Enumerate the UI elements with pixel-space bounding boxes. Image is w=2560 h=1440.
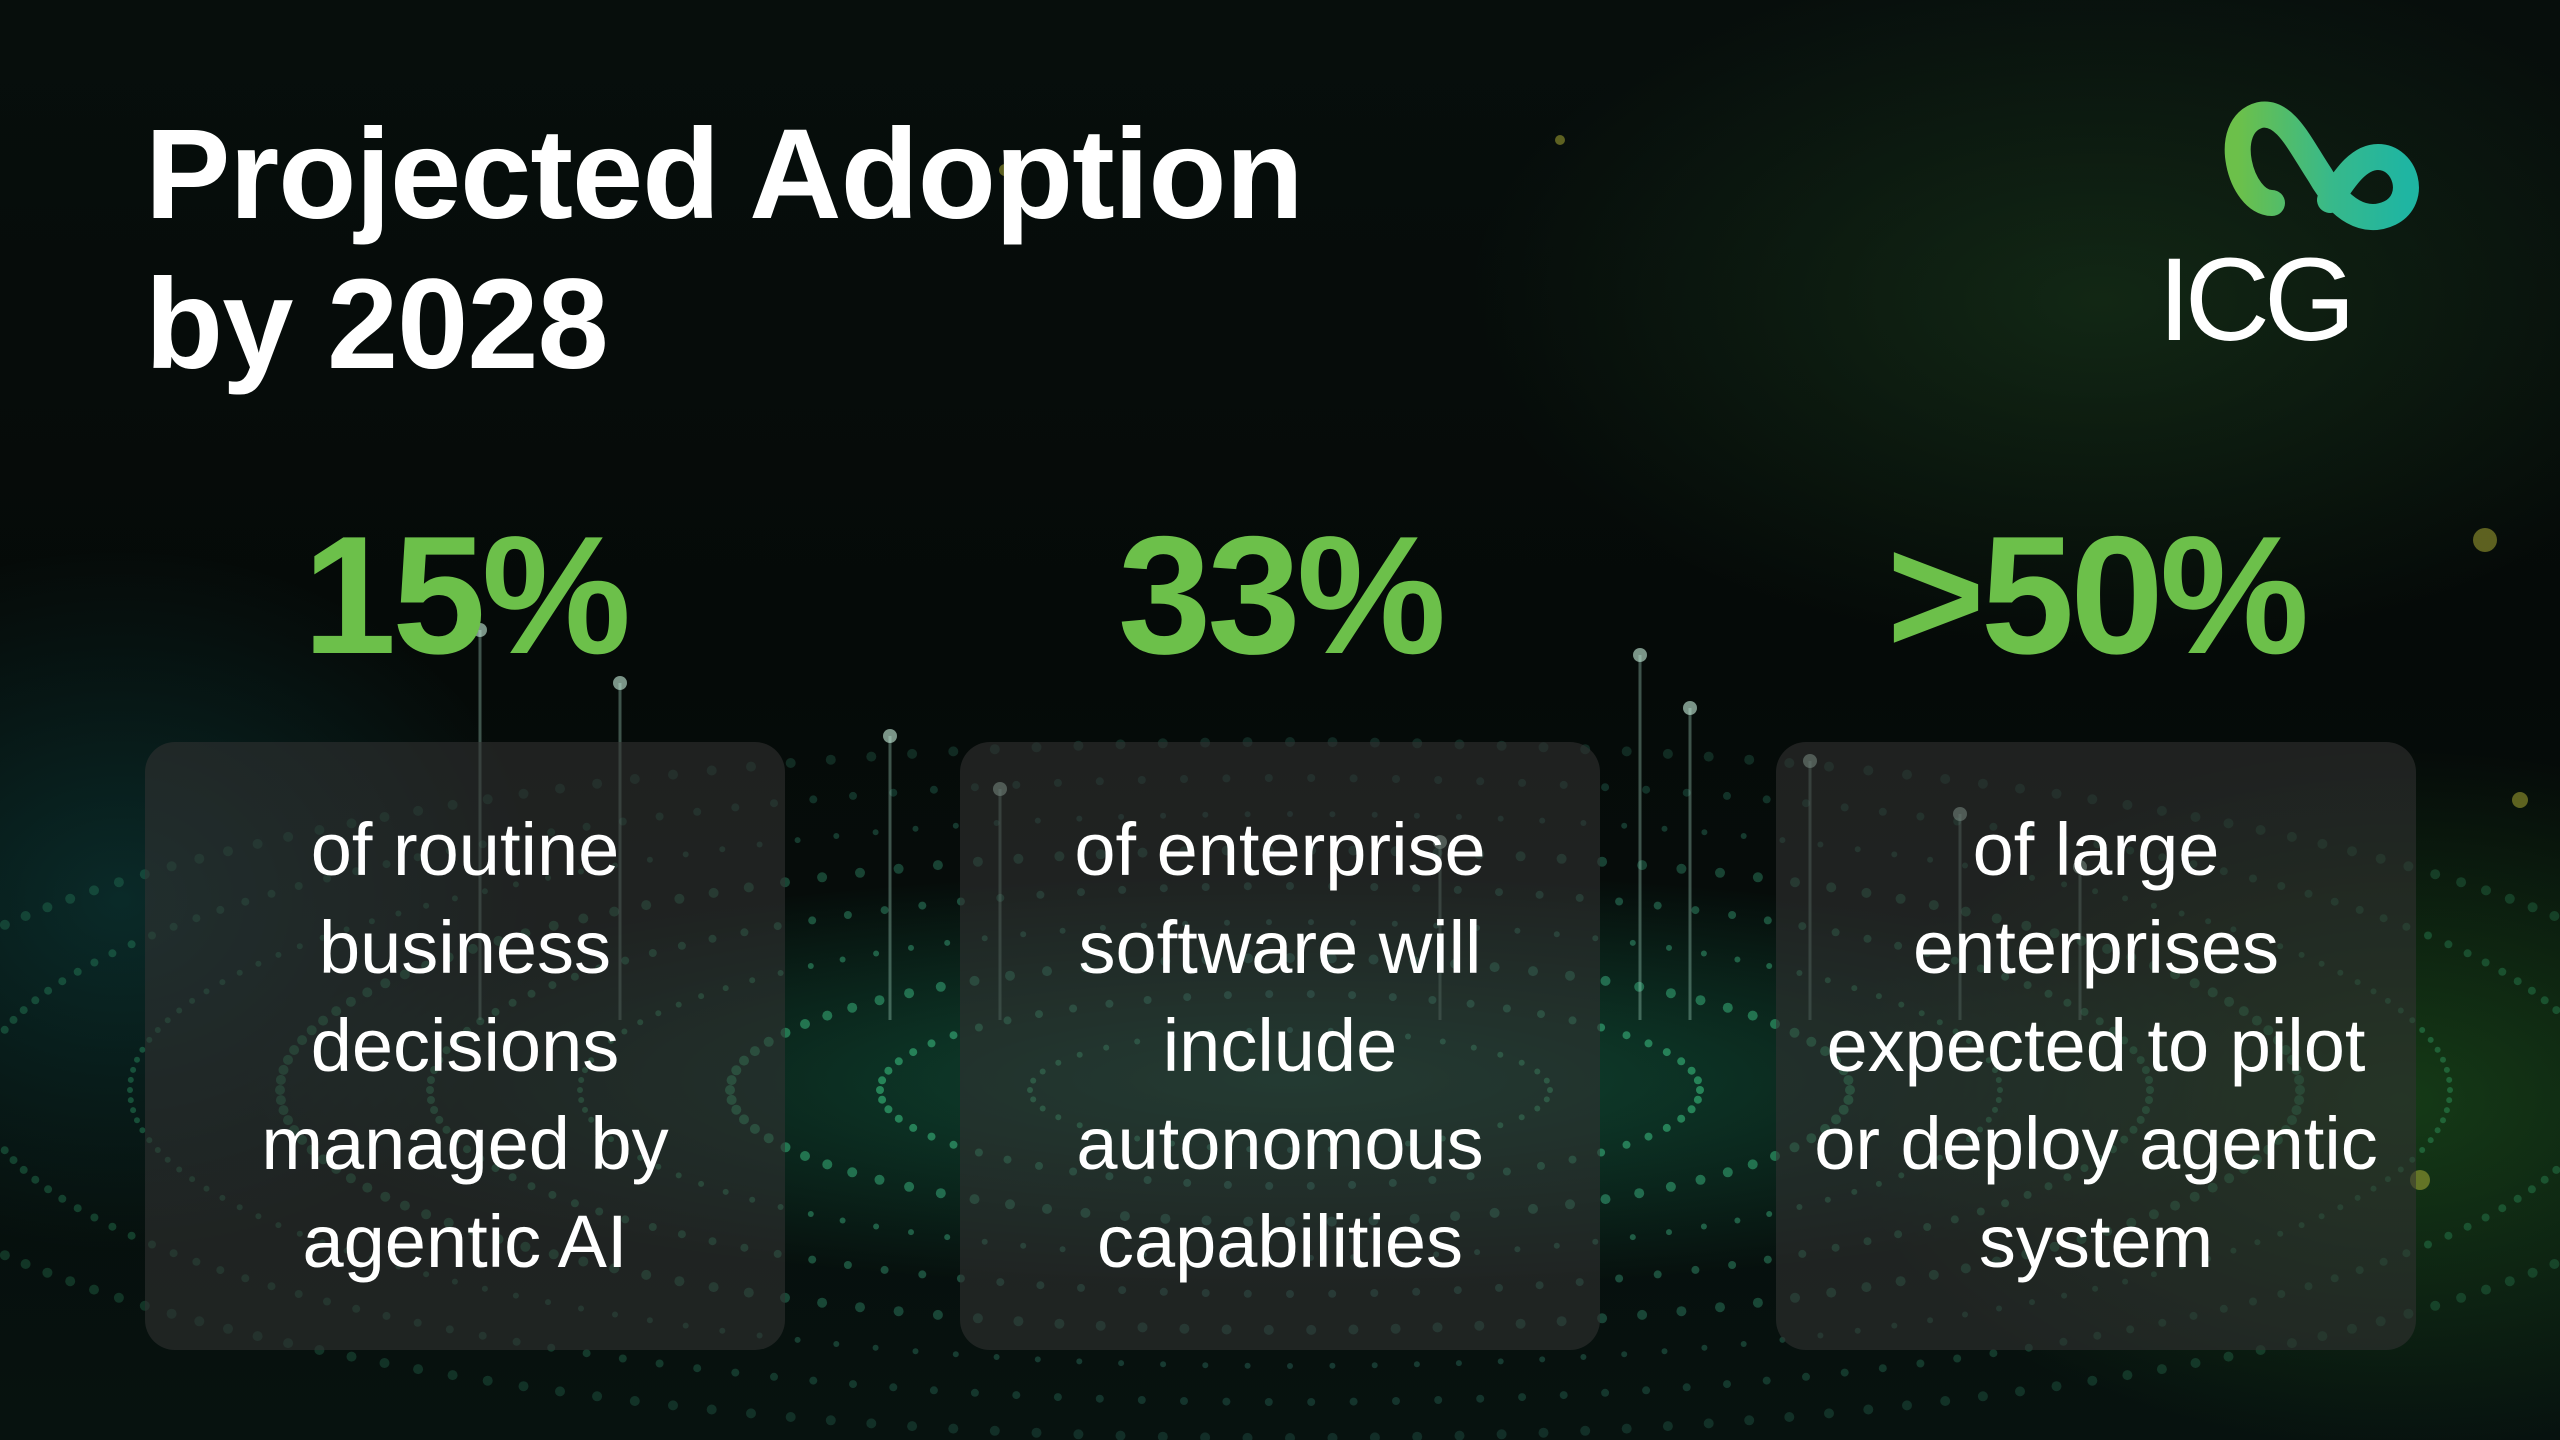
title-line-2: by 2028 bbox=[145, 253, 609, 396]
stat-description-2: of enterprise software will include auto… bbox=[1074, 808, 1486, 1283]
icg-logo: ICG bbox=[2150, 95, 2470, 366]
stat-value-2: 33% bbox=[1117, 501, 1446, 689]
stat-value-3: >50% bbox=[1886, 501, 2309, 689]
title-line-1: Projected Adoption bbox=[145, 103, 1304, 246]
stat-description-1: of routine business decisions managed by… bbox=[261, 808, 669, 1283]
stat-card-1: of routine business decisions managed by… bbox=[145, 742, 785, 1350]
stat-description-3: of large enterprises expected to pilot o… bbox=[1814, 808, 2378, 1283]
page-title: Projected Adoption by 2028 bbox=[145, 100, 1595, 400]
infinity-icon bbox=[2224, 101, 2419, 231]
logo-wordmark: ICG bbox=[2158, 234, 2350, 355]
stat-card-3: of large enterprises expected to pilot o… bbox=[1776, 742, 2416, 1350]
stat-value-1: 15% bbox=[302, 501, 631, 689]
stat-card-2: of enterprise software will include auto… bbox=[960, 742, 1600, 1350]
